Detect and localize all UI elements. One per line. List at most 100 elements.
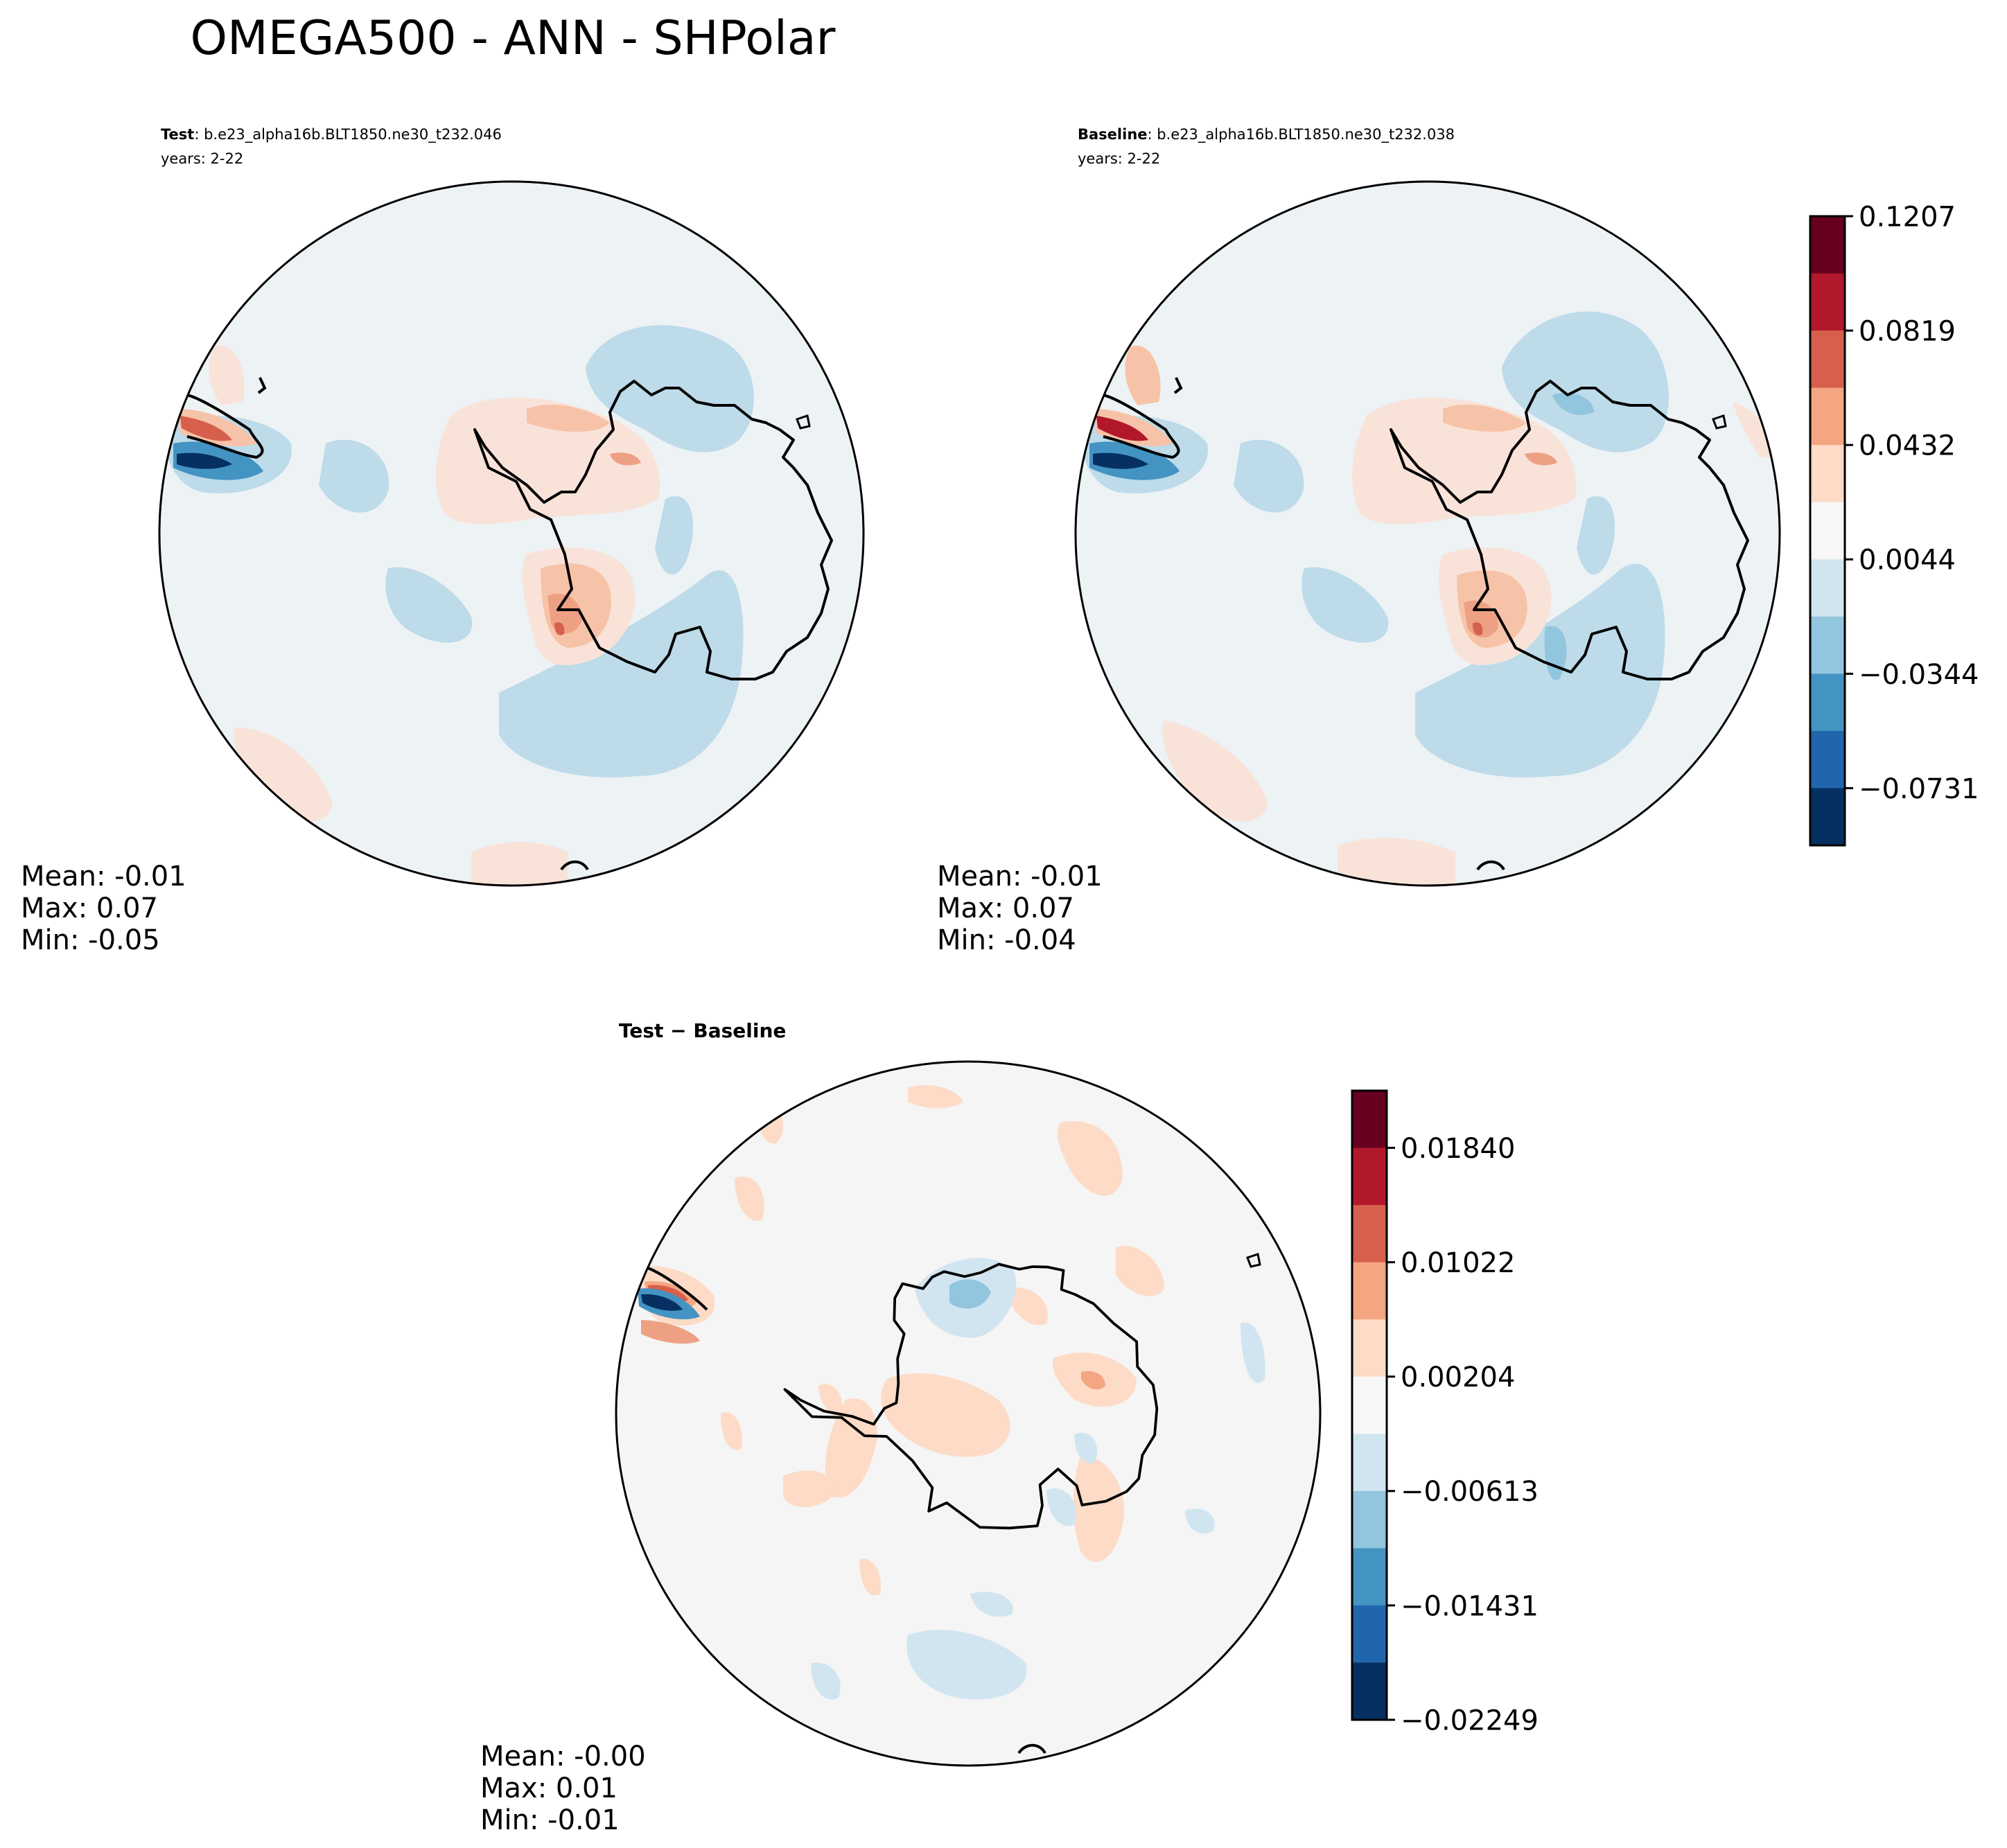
- main-colorbar-tick-label: −0.0731: [1859, 773, 1979, 805]
- baseline-min: Min: -0.04: [937, 924, 1076, 956]
- baseline-blue-region-indian-core: [1552, 392, 1594, 415]
- main-colorbar-band: [1810, 445, 1845, 503]
- test-title-label: Test: [161, 126, 194, 143]
- baseline-panel: Baseline: b.e23_alpha16b.BLT1850.ne30_t2…: [937, 126, 1781, 956]
- diff-red-patch-10: [721, 1412, 742, 1450]
- diff-red-patch-5: [1116, 1246, 1164, 1296]
- main-colorbar: 0.1207 0.0819 0.0432 0.0044 −0.0344 −0.0731: [1809, 201, 1979, 847]
- main-colorbar-band: [1810, 331, 1845, 389]
- test-years: years: 2-22: [161, 150, 243, 167]
- figure-title: OMEGA500 - ANN - SHPolar: [191, 11, 836, 66]
- difference-mean: Mean: -0.00: [480, 1741, 646, 1772]
- test-red-interior-peak: [554, 622, 565, 635]
- baseline-years: years: 2-22: [1078, 150, 1160, 167]
- diff-blue-patch-8: [1074, 1432, 1098, 1463]
- diff-red-core-east: [1081, 1371, 1105, 1390]
- test-red-patch-north: [209, 345, 245, 405]
- test-coastline-falklands: [257, 377, 267, 394]
- baseline-panel-title: Baseline: b.e23_alpha16b.BLT1850.ne30_t2…: [1078, 126, 1455, 143]
- diff-blue-patch-5: [811, 1662, 841, 1700]
- baseline-red-patch-north: [1125, 345, 1161, 405]
- test-blue-region-coast: [655, 496, 693, 575]
- diff-blue-patch-3: [906, 1630, 1027, 1700]
- diff-colorbar-tick-label: −0.02249: [1401, 1705, 1539, 1736]
- diff-colorbar-tick-label: −0.00613: [1401, 1476, 1539, 1508]
- test-red-bottom-left: [234, 728, 333, 822]
- diff-colorbar-band: [1352, 1147, 1387, 1206]
- test-panel: Test: b.e23_alpha16b.BLT1850.ne30_t232.0…: [21, 126, 865, 956]
- baseline-title-label: Baseline: [1078, 126, 1148, 143]
- diff-colorbar-band: [1352, 1605, 1387, 1663]
- diff-red-patch-14: [818, 1384, 843, 1416]
- difference-max: Max: 0.01: [480, 1772, 617, 1804]
- test-blue-region-pacific: [499, 570, 744, 777]
- test-map-background: [159, 182, 864, 886]
- main-colorbar-band: [1810, 616, 1845, 674]
- test-map-boundary: [158, 180, 865, 887]
- main-colorbar-tick-label: 0.0432: [1859, 430, 1956, 462]
- baseline-red-andes-core: [1096, 416, 1148, 441]
- diff-red-patch-2: [1057, 1121, 1123, 1196]
- main-colorbar-band: [1810, 216, 1845, 274]
- baseline-blue-region-indian: [1502, 311, 1669, 452]
- difference-coastline-newzealand: [1017, 1743, 1046, 1754]
- baseline-map-boundary: [1074, 180, 1781, 887]
- main-colorbar-band: [1810, 502, 1845, 560]
- diff-red-andes-south: [641, 1320, 700, 1344]
- diff-red-patch-8: [825, 1398, 877, 1498]
- test-coastline-south-america: [186, 394, 264, 459]
- diff-blue-patch-4: [970, 1592, 1013, 1617]
- baseline-red-bottom-left: [1162, 721, 1268, 822]
- test-coastline-kerguelen: [796, 414, 811, 430]
- main-colorbar-tick-label: 0.0819: [1859, 315, 1956, 347]
- diff-colorbar-tick-label: 0.01840: [1401, 1133, 1515, 1165]
- diff-red-patch-1: [908, 1085, 963, 1109]
- difference-min: Min: -0.01: [480, 1804, 620, 1836]
- baseline-max: Max: 0.07: [937, 892, 1074, 924]
- test-dark-blue-core: [177, 452, 232, 469]
- diff-colorbar-band: [1352, 1262, 1387, 1320]
- test-case-name: : b.e23_alpha16b.BLT1850.ne30_t232.046: [194, 126, 502, 143]
- baseline-blue-region-pacific: [1415, 563, 1665, 777]
- diff-colorbar-band: [1352, 1662, 1387, 1721]
- baseline-red-interior: [1352, 397, 1577, 525]
- main-colorbar-band: [1810, 674, 1845, 732]
- test-min: Min: -0.05: [21, 924, 160, 956]
- diff-colorbar-band: [1352, 1319, 1387, 1378]
- baseline-coastline-newzealand: [1476, 860, 1505, 871]
- baseline-red-spot: [1525, 452, 1557, 466]
- diff-red-patch-11: [1073, 1455, 1124, 1563]
- test-red-bottom: [471, 842, 568, 886]
- baseline-blue-region-strong: [1544, 626, 1567, 680]
- difference-coastline-south-america: [647, 1267, 708, 1311]
- test-panel-title: Test: b.e23_alpha16b.BLT1850.ne30_t232.0…: [161, 126, 502, 143]
- baseline-blue-region-weddell: [1302, 567, 1389, 643]
- diff-red-patch-9: [783, 1470, 833, 1507]
- baseline-red-interior-peak: [1473, 622, 1483, 635]
- difference-map-boundary: [615, 1060, 1322, 1767]
- baseline-coastline-falklands: [1173, 377, 1183, 394]
- baseline-coastline-kerguelen: [1712, 414, 1727, 430]
- diff-blue-andes-core: [641, 1294, 683, 1311]
- diff-blue-core-1: [949, 1279, 991, 1309]
- diff-colorbar-band: [1352, 1091, 1387, 1149]
- test-max: Max: 0.07: [21, 892, 158, 924]
- baseline-blue-region-coast: [1577, 496, 1615, 575]
- diff-colorbar-band: [1352, 1548, 1387, 1606]
- diff-red-patch-7: [881, 1373, 1010, 1457]
- difference-map: [616, 1062, 1320, 1766]
- diff-blue-patch-6: [1046, 1488, 1076, 1526]
- main-colorbar-band: [1810, 273, 1845, 331]
- baseline-map-background: [1076, 182, 1780, 886]
- diff-colorbar-frame: [1351, 1089, 1388, 1721]
- main-colorbar-tick-label: 0.0044: [1859, 545, 1956, 577]
- diff-colorbar-tick-label: 0.00204: [1401, 1362, 1515, 1393]
- test-blue-region-peninsula: [319, 439, 389, 513]
- main-colorbar-band: [1810, 387, 1845, 446]
- difference-colorbar: 0.01840 0.01022 0.00204 −0.00613 −0.01431 −0.…: [1351, 1089, 1539, 1736]
- diff-colorbar-band: [1352, 1490, 1387, 1549]
- baseline-dark-blue-core: [1093, 452, 1148, 469]
- baseline-coastline-south-america: [1103, 394, 1180, 459]
- test-mean: Mean: -0.01: [21, 861, 186, 892]
